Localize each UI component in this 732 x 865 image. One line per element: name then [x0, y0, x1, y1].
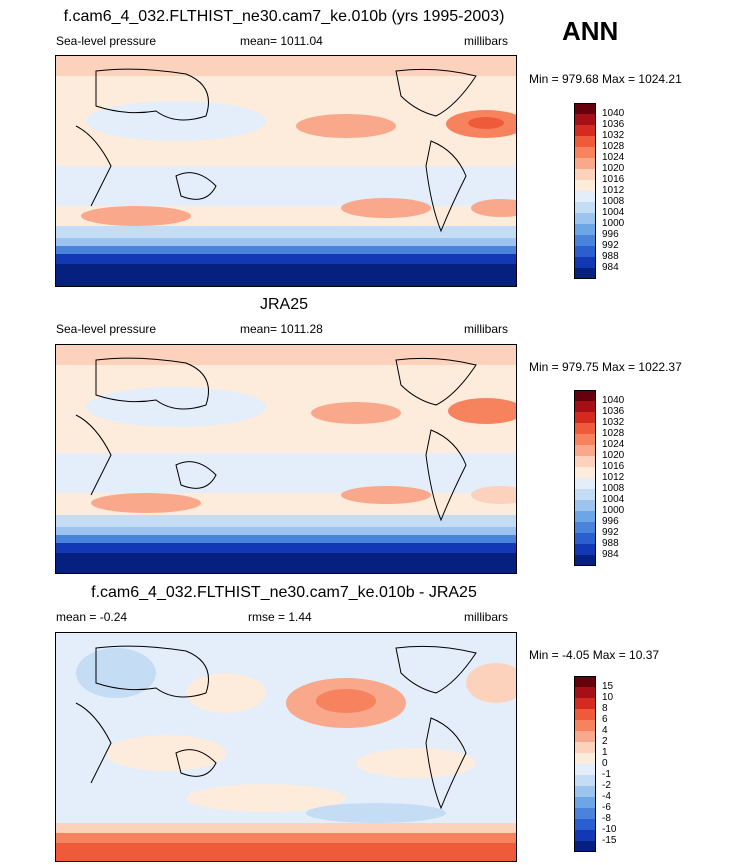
colorbar-level-label: 984	[602, 549, 619, 560]
colorbar-level-label: -6	[602, 802, 611, 813]
colorbar-level-label: 1012	[602, 185, 625, 196]
panel-1-colorbar: 1040 1036 1032 1028 1024 1020 1016 1012 1008 1004…	[574, 103, 634, 281]
colorbar-level-label: 8	[602, 703, 608, 714]
colorbar-level-label: 1020	[602, 163, 625, 174]
colorbar-level-label: 1036	[602, 406, 625, 417]
colorbar-level-label: 2	[602, 736, 608, 747]
panel-2-variable-label: Sea-level pressure	[56, 322, 157, 336]
colorbar-level-label: 996	[602, 229, 619, 240]
panel-3-rmse-label: rmse = 1.44	[248, 610, 312, 624]
colorbar-level-label: 1008	[602, 196, 625, 207]
colorbar-frame	[574, 103, 596, 279]
panel-3-title: f.cam6_4_032.FLTHIST_ne30.cam7_ke.010b -…	[91, 584, 477, 601]
panel-1-variable-label: Sea-level pressure	[56, 34, 157, 48]
colorbar-level-label: 1016	[602, 174, 625, 185]
colorbar-level-label: 992	[602, 240, 619, 251]
colorbar-level-label: 1	[602, 747, 608, 758]
panel-3-minmax: Min = -4.05 Max = 10.37	[529, 648, 660, 662]
colorbar-level-label: 1004	[602, 494, 625, 505]
colorbar-frame	[574, 390, 596, 566]
panel-1-mean-label: mean= 1011.04	[240, 34, 323, 48]
colorbar-level-label: 996	[602, 516, 619, 527]
panel-2-map	[55, 344, 517, 574]
colorbar-level-label: -1	[602, 769, 611, 780]
panel-3-map-field	[56, 633, 516, 861]
colorbar-level-label: 988	[602, 538, 619, 549]
panel-1-map-field	[56, 56, 516, 286]
colorbar-frame	[574, 676, 596, 852]
colorbar-level-label: 992	[602, 527, 619, 538]
colorbar-level-label: 1020	[602, 450, 625, 461]
colorbar-level-label: -4	[602, 791, 611, 802]
colorbar-level-label: -10	[602, 824, 617, 835]
panel-1-minmax: Min = 979.68 Max = 1024.21	[529, 72, 682, 86]
colorbar-level-label: 1016	[602, 461, 625, 472]
colorbar-level-label: 1040	[602, 395, 625, 406]
colorbar-level-label: 1040	[602, 108, 625, 119]
colorbar-level-label: 1000	[602, 505, 625, 516]
panel-2-minmax: Min = 979.75 Max = 1022.37	[529, 360, 682, 374]
colorbar-level-label: 1024	[602, 439, 625, 450]
colorbar-level-label: -2	[602, 780, 611, 791]
colorbar-level-label: 984	[602, 262, 619, 273]
panel-2-title: JRA25	[259, 296, 309, 313]
panel-1-map	[55, 55, 517, 287]
panel-2-mean-label: mean= 1011.28	[240, 322, 323, 336]
colorbar-level-label: 15	[602, 681, 614, 692]
panel-2-colorbar: 1040 1036 1032 1028 1024 1020 1016 1012 1008 1004…	[574, 390, 634, 568]
panel-3-units-label: millibars	[464, 610, 509, 624]
colorbar-level-label: 1024	[602, 152, 625, 163]
colorbar-level-label: 1000	[602, 218, 625, 229]
panel-3-colorbar: 15 10 8 6 4 2 1 0 -1 -2 -4 -6 -8 -10 -15	[574, 676, 634, 854]
colorbar-level-label: 0	[602, 758, 608, 769]
colorbar-level-label: 1032	[602, 130, 625, 141]
colorbar-level-label: 1008	[602, 483, 625, 494]
colorbar-level-label: 1036	[602, 119, 625, 130]
season-label: ANN	[562, 16, 619, 46]
panel-1-units-label: millibars	[464, 34, 509, 48]
colorbar-level-label: 10	[602, 692, 614, 703]
panel-2-map-field	[56, 345, 516, 573]
colorbar-level-label: -15	[602, 835, 617, 846]
panel-2-units-label: millibars	[464, 322, 509, 336]
colorbar-level-label: -8	[602, 813, 611, 824]
colorbar-level-label: 6	[602, 714, 608, 725]
colorbar-level-label: 1004	[602, 207, 625, 218]
colorbar-level-label: 1028	[602, 428, 625, 439]
colorbar-level-label: 1012	[602, 472, 625, 483]
panel-3-map	[55, 632, 517, 862]
panel-3-mean-label: mean = -0.24	[56, 610, 128, 624]
colorbar-level-label: 1032	[602, 417, 625, 428]
colorbar-level-label: 4	[602, 725, 608, 736]
colorbar-level-label: 988	[602, 251, 619, 262]
colorbar-level-label: 1028	[602, 141, 625, 152]
panel-1-title: f.cam6_4_032.FLTHIST_ne30.cam7_ke.010b (…	[63, 8, 505, 25]
